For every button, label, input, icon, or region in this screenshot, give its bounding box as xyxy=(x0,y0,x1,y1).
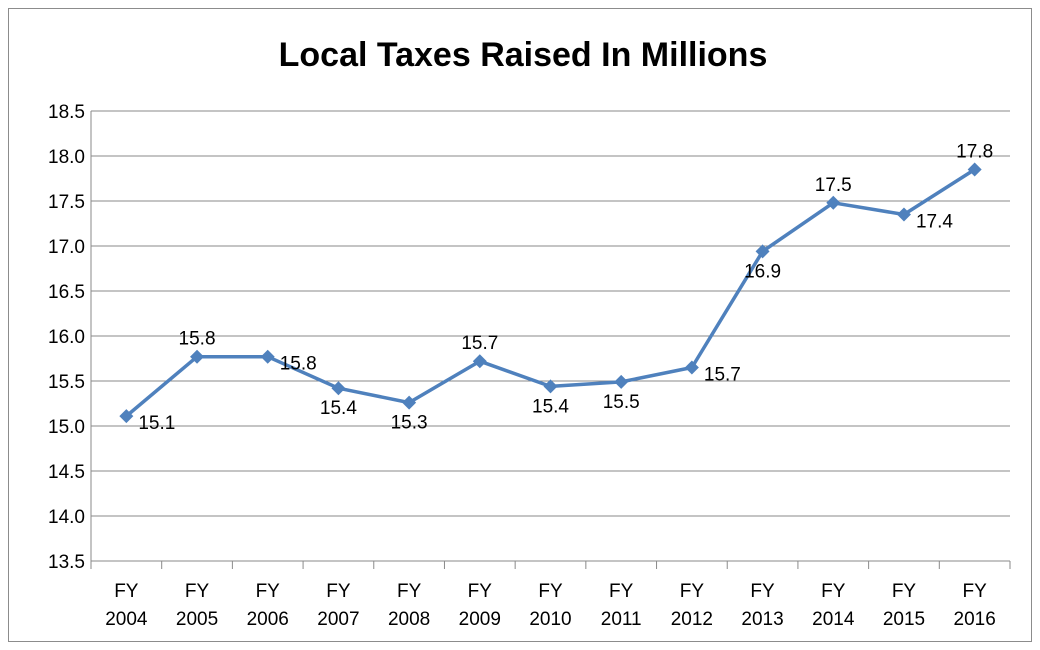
data-point-marker xyxy=(826,195,841,210)
x-tick-label: FY 2011 xyxy=(601,581,642,630)
y-tick-label: 15.5 xyxy=(48,372,85,393)
x-tick-label: FY 2014 xyxy=(812,581,855,630)
axes: 13.5 14.0 14.5 15.0 15.5 16.0 16.5 17.0 17.5 18.0… xyxy=(48,102,1011,630)
y-tick-label: 14.0 xyxy=(48,507,85,528)
data-point-marker xyxy=(896,207,911,222)
data-point-marker xyxy=(614,374,629,389)
y-tick-label: 17.0 xyxy=(48,237,85,258)
y-tick-label: 16.0 xyxy=(48,327,85,348)
x-tick-label: FY 2004 xyxy=(105,581,148,630)
data-label: 15.7 xyxy=(704,365,741,386)
data-label: 15.3 xyxy=(391,413,428,434)
data-label: 15.4 xyxy=(532,396,569,417)
data-label: 15.5 xyxy=(603,392,640,413)
x-tick-label: FY 2008 xyxy=(388,581,430,630)
data-label: 15.7 xyxy=(461,333,498,354)
gridlines xyxy=(91,110,1010,562)
data-label: 15.8 xyxy=(280,354,317,375)
data-label: 17.8 xyxy=(956,142,993,163)
data-point-marker xyxy=(119,409,134,424)
y-tick-label: 17.5 xyxy=(48,192,85,213)
data-point-marker xyxy=(190,349,205,364)
data-point-marker xyxy=(543,379,558,394)
data-point-marker xyxy=(967,162,982,177)
x-tick-label: FY 2009 xyxy=(459,581,501,630)
data-label: 15.1 xyxy=(138,413,175,434)
data-label: 16.9 xyxy=(744,261,781,282)
data-point-marker xyxy=(684,360,699,375)
y-tick-label: 13.5 xyxy=(48,552,85,573)
y-tick-label: 16.5 xyxy=(48,282,85,303)
x-tick-label: FY 2005 xyxy=(176,581,218,630)
data-point-marker xyxy=(402,395,417,410)
y-tick-label: 18.0 xyxy=(48,147,85,168)
y-tick-label: 14.5 xyxy=(48,462,85,483)
x-tick-label: FY 2013 xyxy=(741,581,783,630)
data-point-marker xyxy=(472,354,487,369)
series-line xyxy=(125,168,976,418)
data-label: 17.4 xyxy=(916,212,953,233)
data-labels: 15.1 15.8 15.8 15.4 15.3 15.7 15.4 15.5 15.7 16.9… xyxy=(138,142,993,435)
data-label: 15.8 xyxy=(179,329,216,350)
x-tick-label: FY 2010 xyxy=(529,581,571,630)
chart-frame xyxy=(8,8,1032,642)
series-layer xyxy=(119,162,982,424)
data-point-marker xyxy=(755,244,770,259)
y-tick-label: 18.5 xyxy=(48,102,85,123)
chart-title: Local Taxes Raised In Millions xyxy=(279,36,768,74)
x-tick-label: FY 2007 xyxy=(317,581,359,630)
data-label: 15.4 xyxy=(320,398,357,419)
x-tick-label: FY 2016 xyxy=(954,581,996,630)
data-label: 17.5 xyxy=(815,175,852,196)
x-tick-label: FY 2012 xyxy=(671,581,713,630)
x-tick-label: FY 2006 xyxy=(247,581,289,630)
x-tick-label: FY 2015 xyxy=(883,581,925,630)
data-point-marker xyxy=(331,381,346,396)
data-point-marker xyxy=(260,349,275,364)
y-tick-label: 15.0 xyxy=(48,417,85,438)
